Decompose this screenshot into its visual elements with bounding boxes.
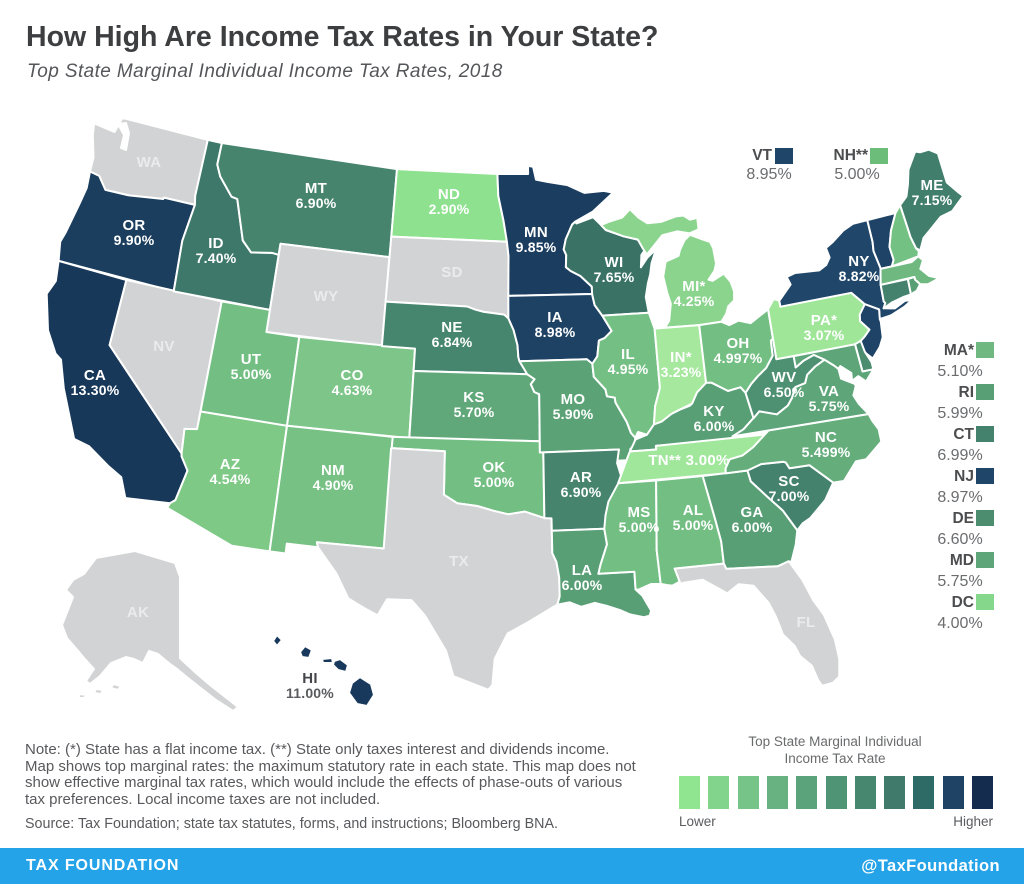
- svg-text:9.90%: 9.90%: [114, 232, 155, 248]
- svg-text:SD: SD: [441, 264, 462, 281]
- svg-text:6.50%: 6.50%: [764, 384, 805, 400]
- svg-text:3.23%: 3.23%: [661, 364, 702, 380]
- svg-text:6.00%: 6.00%: [732, 519, 773, 535]
- svg-text:8.98%: 8.98%: [535, 324, 576, 340]
- svg-text:ME: ME: [920, 177, 943, 194]
- svg-text:8.82%: 8.82%: [839, 268, 880, 284]
- svg-text:AZ: AZ: [220, 456, 241, 473]
- svg-text:IN*: IN*: [670, 349, 692, 366]
- svg-text:NV: NV: [153, 338, 174, 355]
- svg-text:7.00%: 7.00%: [769, 488, 810, 504]
- svg-text:6.00%: 6.00%: [694, 418, 735, 434]
- svg-text:VA: VA: [819, 383, 839, 400]
- svg-text:NY: NY: [848, 253, 869, 270]
- svg-text:IA: IA: [547, 309, 563, 326]
- svg-text:UT: UT: [241, 351, 262, 368]
- svg-text:3.07%: 3.07%: [804, 327, 845, 343]
- svg-text:5.90%: 5.90%: [553, 406, 594, 422]
- svg-text:TN** 3.00%: TN** 3.00%: [648, 452, 729, 469]
- svg-text:ID: ID: [208, 235, 224, 252]
- svg-text:6.90%: 6.90%: [296, 195, 337, 211]
- svg-text:LA: LA: [572, 562, 593, 579]
- svg-text:WA: WA: [137, 154, 162, 171]
- svg-text:5.00%: 5.00%: [619, 519, 660, 535]
- svg-text:4.54%: 4.54%: [210, 471, 251, 487]
- svg-text:AL: AL: [683, 502, 704, 519]
- svg-text:ND: ND: [438, 186, 460, 203]
- svg-text:4.90%: 4.90%: [313, 477, 354, 493]
- svg-text:NE: NE: [441, 319, 462, 336]
- svg-text:NC: NC: [815, 429, 837, 446]
- svg-text:FL: FL: [797, 614, 816, 631]
- svg-text:MO: MO: [561, 391, 586, 408]
- svg-text:4.63%: 4.63%: [332, 382, 373, 398]
- svg-text:HI: HI: [302, 670, 318, 687]
- svg-text:MI*: MI*: [682, 278, 705, 295]
- svg-text:WI: WI: [605, 254, 624, 271]
- svg-text:MN: MN: [524, 224, 548, 241]
- svg-text:7.65%: 7.65%: [594, 269, 635, 285]
- svg-text:13.30%: 13.30%: [71, 382, 120, 398]
- svg-text:7.40%: 7.40%: [196, 250, 237, 266]
- svg-text:5.00%: 5.00%: [231, 366, 272, 382]
- svg-text:SC: SC: [778, 473, 799, 490]
- svg-text:KY: KY: [703, 403, 724, 420]
- svg-text:NM: NM: [321, 462, 345, 479]
- svg-text:4.25%: 4.25%: [674, 293, 715, 309]
- svg-text:CA: CA: [84, 367, 106, 384]
- svg-text:6.84%: 6.84%: [432, 334, 473, 350]
- svg-text:11.00%: 11.00%: [286, 685, 334, 701]
- svg-text:GA: GA: [740, 504, 763, 521]
- svg-text:5.499%: 5.499%: [802, 444, 851, 460]
- svg-text:5.00%: 5.00%: [474, 474, 515, 490]
- svg-text:IL: IL: [621, 346, 635, 363]
- svg-text:WY: WY: [314, 288, 339, 305]
- svg-text:6.90%: 6.90%: [561, 484, 602, 500]
- svg-text:OK: OK: [482, 459, 505, 476]
- svg-text:KS: KS: [463, 389, 484, 406]
- svg-text:MT: MT: [305, 180, 327, 197]
- svg-text:4.997%: 4.997%: [714, 350, 763, 366]
- svg-text:PA*: PA*: [811, 312, 837, 329]
- svg-text:5.00%: 5.00%: [673, 517, 714, 533]
- svg-text:6.00%: 6.00%: [562, 577, 603, 593]
- svg-text:TX: TX: [449, 553, 469, 570]
- svg-text:7.15%: 7.15%: [912, 192, 953, 208]
- svg-text:OR: OR: [122, 217, 145, 234]
- svg-text:9.85%: 9.85%: [516, 239, 557, 255]
- svg-text:WV: WV: [772, 369, 797, 386]
- svg-text:OH: OH: [726, 335, 749, 352]
- svg-text:5.75%: 5.75%: [809, 398, 850, 414]
- svg-text:AR: AR: [570, 469, 592, 486]
- svg-text:4.95%: 4.95%: [608, 361, 649, 377]
- svg-text:MS: MS: [627, 504, 650, 521]
- svg-text:2.90%: 2.90%: [429, 201, 470, 217]
- svg-text:CO: CO: [340, 367, 363, 384]
- svg-text:5.70%: 5.70%: [454, 404, 495, 420]
- svg-text:AK: AK: [127, 604, 149, 621]
